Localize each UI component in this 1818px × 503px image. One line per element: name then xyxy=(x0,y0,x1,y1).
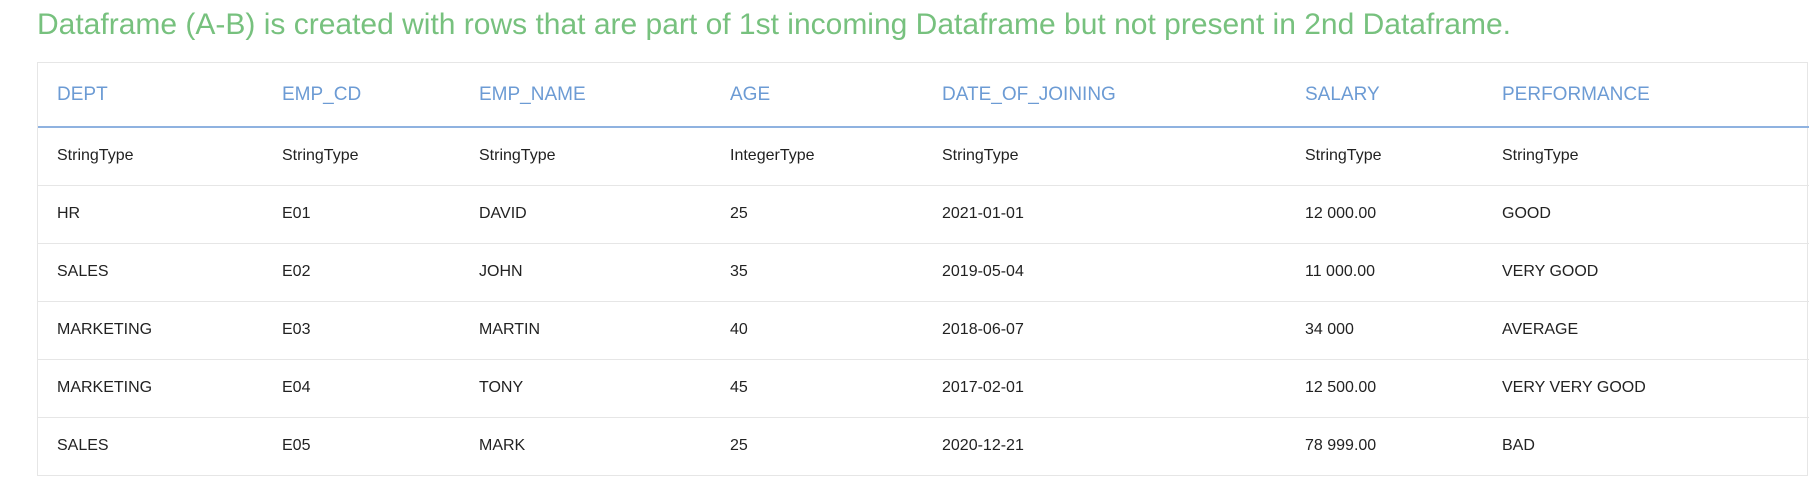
table-cell: 2020-12-21 xyxy=(942,437,1024,455)
table-cell: E02 xyxy=(282,263,311,280)
table-cell: MARKETING xyxy=(57,321,153,338)
table-cell: 2019-05-04 xyxy=(942,263,1024,280)
dataframe-table-card: DEPT EMP_CD EMP_NAME AGE DATE_OF_JOINING… xyxy=(37,62,1809,476)
table-cell: MARTIN xyxy=(479,321,541,338)
table-cell: TONY xyxy=(479,379,524,396)
schema-row: StringType StringType StringType Integer… xyxy=(38,127,1809,185)
column-header-emp-name[interactable]: EMP_NAME xyxy=(479,83,586,105)
column-header-age[interactable]: AGE xyxy=(730,83,771,105)
table-cell: 35 xyxy=(730,263,748,280)
table-row: MARKETING E04 TONY 45 2017-02-01 12 500.… xyxy=(38,359,1809,417)
table-cell: StringType xyxy=(1502,147,1579,165)
table-row: HR E01 DAVID 25 2021-01-01 12 000.00 GOO… xyxy=(38,185,1809,243)
table-cell: 34 000 xyxy=(1305,321,1354,338)
table-row: SALES E02 JOHN 35 2019-05-04 11 000.00 V… xyxy=(38,243,1809,301)
table-cell: 12 500.00 xyxy=(1305,379,1377,396)
table-cell: 12 000.00 xyxy=(1305,205,1377,222)
table-cell: MARK xyxy=(479,437,526,455)
table-cell: 25 xyxy=(730,437,748,455)
page-title: Dataframe (A-B) is created with rows tha… xyxy=(37,8,1511,41)
table-cell: IntegerType xyxy=(730,147,815,165)
table-cell: E04 xyxy=(282,379,311,396)
column-header-dept[interactable]: DEPT xyxy=(57,83,108,105)
table-cell: AVERAGE xyxy=(1502,321,1579,338)
column-header-date-of-joining[interactable]: DATE_OF_JOINING xyxy=(942,83,1116,105)
table-cell: 45 xyxy=(730,379,748,396)
table-cell: MARKETING xyxy=(57,379,153,396)
table-cell: StringType xyxy=(942,147,1019,165)
table-cell: JOHN xyxy=(479,263,523,280)
column-header-performance[interactable]: PERFORMANCE xyxy=(1502,83,1650,105)
column-header-salary[interactable]: SALARY xyxy=(1305,83,1380,105)
table-cell: 40 xyxy=(730,321,748,338)
column-header-emp-cd[interactable]: EMP_CD xyxy=(282,83,362,105)
table-cell: 25 xyxy=(730,205,748,222)
table-cell: E05 xyxy=(282,437,311,455)
table-cell: E01 xyxy=(282,205,311,222)
table-cell: StringType xyxy=(1305,147,1382,165)
table-cell: 11 000.00 xyxy=(1305,263,1375,280)
table-cell: BAD xyxy=(1502,437,1535,455)
table-cell: 2018-06-07 xyxy=(942,321,1024,338)
table-cell: VERY VERY GOOD xyxy=(1502,379,1646,396)
table-cell: SALES xyxy=(57,263,109,280)
table-cell: SALES xyxy=(57,437,109,455)
table-cell: E03 xyxy=(282,321,311,338)
table-cell: 2021-01-01 xyxy=(942,205,1024,222)
table-cell: GOOD xyxy=(1502,205,1551,222)
table-row: SALES E05 MARK 25 2020-12-21 78 999.00 B… xyxy=(38,417,1809,475)
table-cell: StringType xyxy=(282,147,359,165)
table-cell: HR xyxy=(57,205,81,222)
table-cell: StringType xyxy=(57,147,134,165)
table-header-row: DEPT EMP_CD EMP_NAME AGE DATE_OF_JOINING… xyxy=(38,63,1809,127)
table-row: MARKETING E03 MARTIN 40 2018-06-07 34 00… xyxy=(38,301,1809,359)
table-cell: 78 999.00 xyxy=(1305,437,1377,455)
dataframe-table: DEPT EMP_CD EMP_NAME AGE DATE_OF_JOINING… xyxy=(38,63,1809,475)
table-cell: DAVID xyxy=(479,205,527,222)
table-cell: 2017-02-01 xyxy=(942,379,1024,396)
table-cell: VERY GOOD xyxy=(1502,263,1599,280)
table-cell: StringType xyxy=(479,147,556,165)
